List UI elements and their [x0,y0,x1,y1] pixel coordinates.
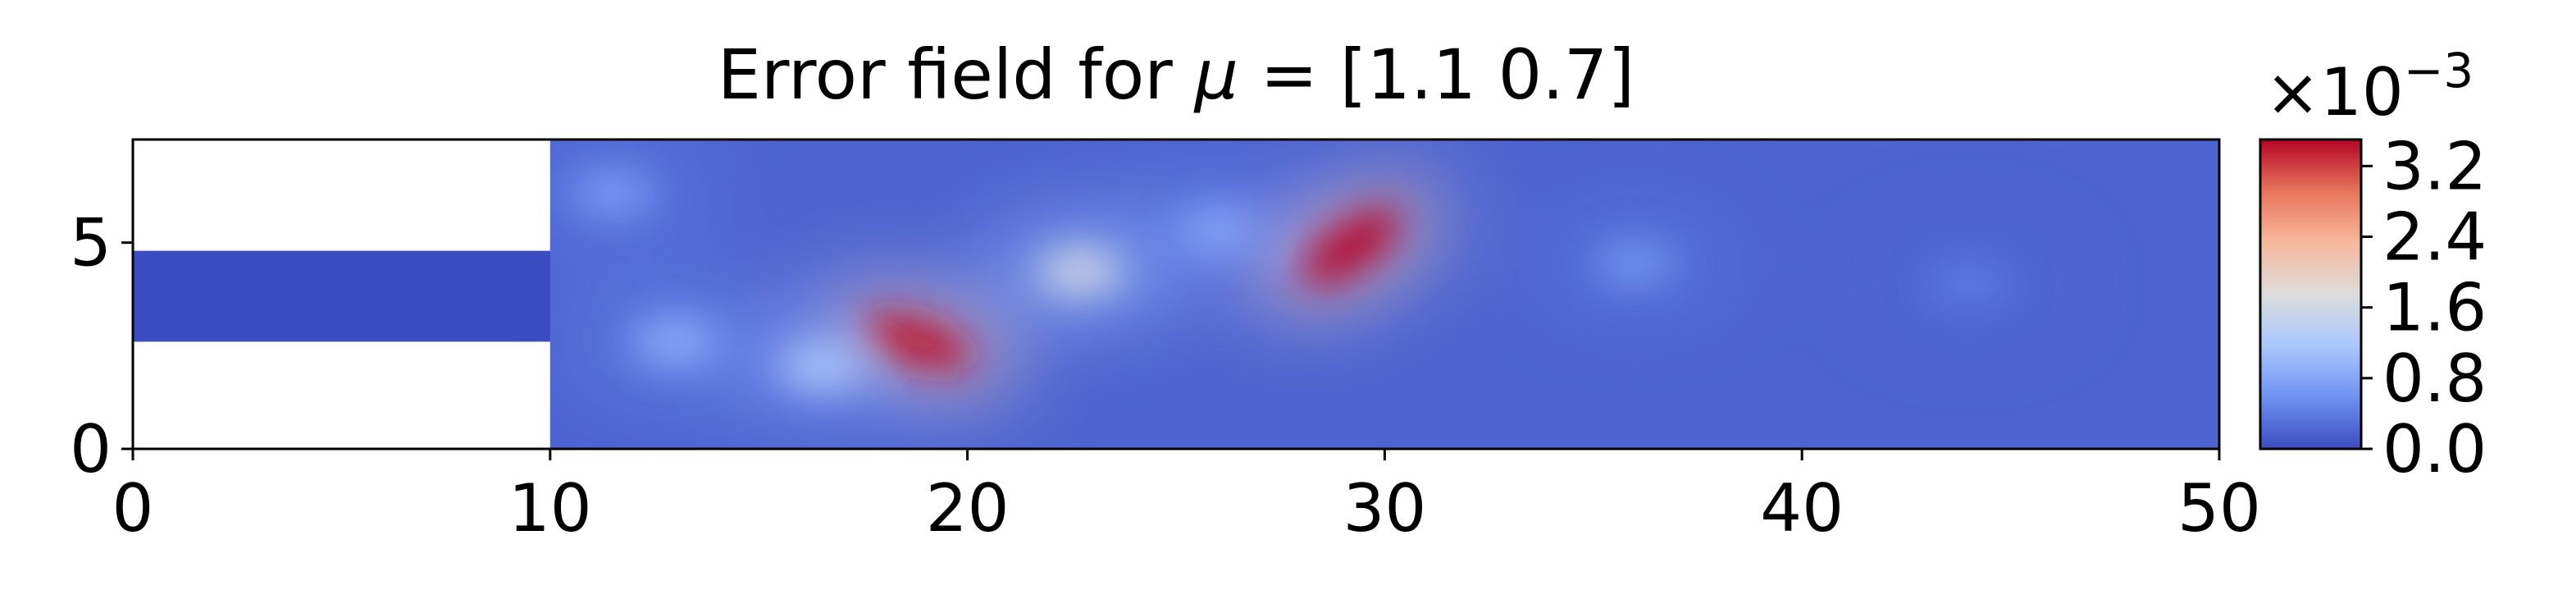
error-peak [1926,263,2011,305]
masked-regions [133,140,550,449]
error-peak [1302,208,1402,286]
colorbar: 0.00.81.62.43.2 ×10−3 [2259,43,2487,487]
error-peaks [571,172,2011,387]
plot-area [133,140,2219,449]
masked-region [133,341,550,449]
colorbar-multiplier: ×10−3 [2265,43,2473,130]
colorbar-tick-label: 2.4 [2382,199,2487,275]
y-tick-label: 0 [70,411,112,487]
y-tick-label: 5 [70,205,112,281]
colorbar-tick-label: 0.0 [2382,411,2487,487]
x-axis: 0 10 20 30 40 50 [112,449,2261,547]
error-peak [1176,209,1260,252]
x-tick-label: 30 [1343,470,1427,547]
plot-frame [131,138,2221,451]
colorbar-ticks: 0.00.81.62.43.2 [2361,128,2487,487]
colorbar-gradient [2260,140,2361,449]
masked-region [133,140,550,251]
error-peak [861,313,973,370]
error-peak [1038,250,1122,293]
inlet-channel [133,250,550,342]
x-tick-label: 10 [508,470,592,547]
chart-title: Error field for μ = [1.1 0.7] [718,34,1635,115]
colorbar-frame [2259,138,2363,451]
x-tick-label: 20 [926,470,1010,547]
colorbar-tick-label: 1.6 [2382,270,2487,346]
x-tick-label: 0 [112,470,154,547]
colorbar-tick-label: 0.8 [2382,341,2487,417]
error-peak [571,172,654,214]
colorbar-tick-label: 3.2 [2382,128,2487,204]
x-tick-label: 50 [2177,470,2261,547]
x-tick-label: 40 [1760,470,1844,547]
error-peak [779,345,864,387]
error-peak [633,320,718,363]
y-axis: 05 [70,205,133,487]
error-peak [1593,242,1677,285]
